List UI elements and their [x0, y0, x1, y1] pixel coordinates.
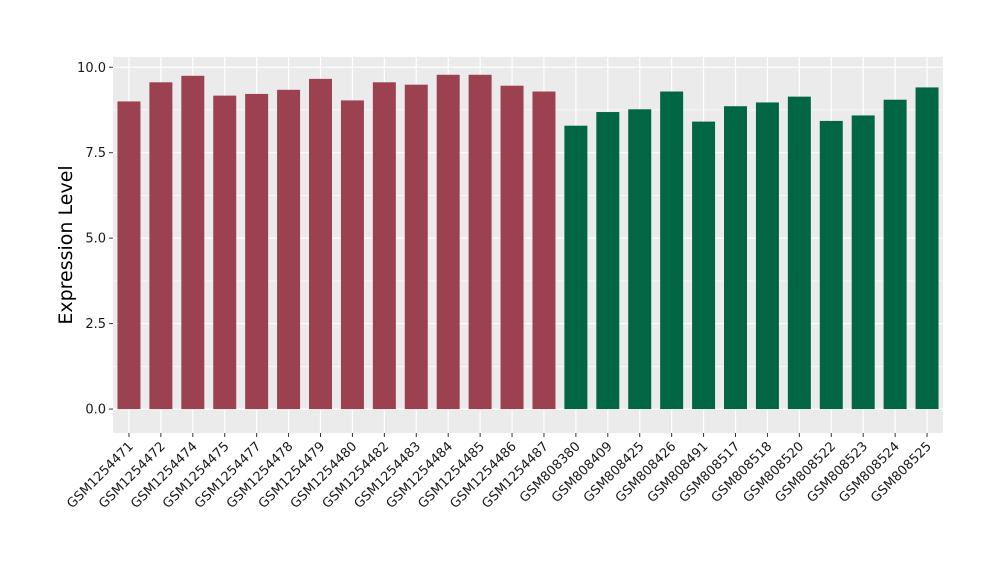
- bar: [500, 85, 524, 410]
- bar: [660, 91, 684, 410]
- bar: [628, 109, 652, 410]
- bar: [468, 74, 492, 410]
- y-axis: 0.0 2.5 5.0 7.5 10.0: [77, 61, 113, 418]
- bar: [532, 91, 556, 410]
- bar: [564, 125, 588, 410]
- y-tick-label: 0.0: [85, 403, 106, 418]
- x-axis: GSM1254471GSM1254472GSM1254474GSM1254475…: [64, 433, 935, 512]
- y-tick-label: 10.0: [77, 61, 106, 76]
- bar: [883, 99, 907, 410]
- y-axis-title: Expression Level: [55, 165, 77, 324]
- bar: [692, 121, 716, 410]
- y-tick-label: 7.5: [85, 146, 106, 161]
- bar: [372, 82, 396, 410]
- plot-panel: [113, 57, 943, 433]
- bar: [436, 74, 460, 410]
- bar: [755, 102, 779, 410]
- bar: [117, 101, 141, 410]
- bar: [724, 106, 747, 410]
- bar: [596, 112, 620, 410]
- bars: [117, 74, 939, 410]
- bar: [245, 93, 269, 410]
- bar: [787, 96, 811, 410]
- bar: [149, 82, 173, 410]
- bar: [277, 89, 301, 410]
- bar: [181, 75, 205, 410]
- y-tick-label: 5.0: [85, 232, 106, 247]
- bar: [915, 87, 939, 410]
- bar: [340, 100, 364, 410]
- bar: [404, 84, 428, 410]
- bar: [819, 120, 843, 410]
- bar: [851, 115, 875, 410]
- bar: [309, 78, 332, 410]
- bar: [213, 95, 237, 410]
- y-tick-label: 2.5: [85, 317, 106, 332]
